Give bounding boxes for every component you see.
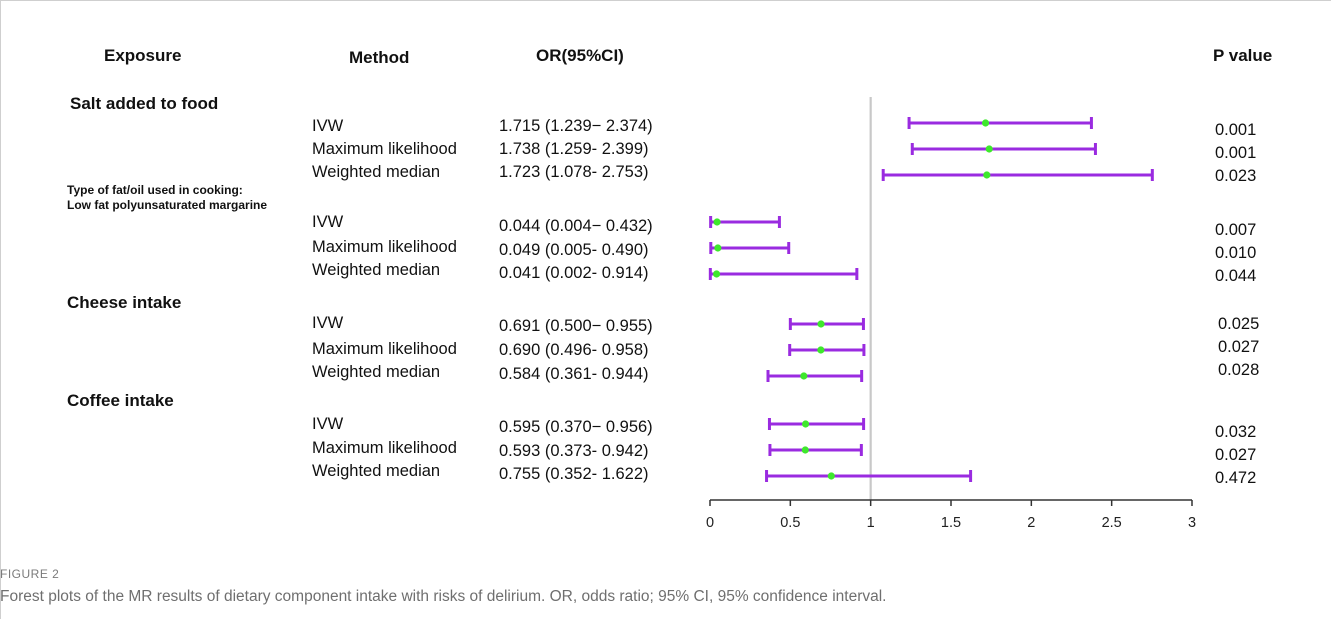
method-label: Maximum likelihood xyxy=(312,439,457,457)
header-p-value: P value xyxy=(1213,46,1273,65)
figure-label: FIGURE 2 xyxy=(0,567,60,581)
method-label: Maximum likelihood xyxy=(312,140,457,158)
or-ci-value: 0.044 (0.004− 0.432) xyxy=(499,217,653,235)
p-value: 0.025 xyxy=(1218,315,1260,333)
or-ci-value: 0.595 (0.370− 0.956) xyxy=(499,418,653,436)
method-label: Weighted median xyxy=(312,363,441,381)
or-ci-value: 1.715 (1.239− 2.374) xyxy=(499,117,653,135)
or-ci-value: 0.755 (0.352- 1.622) xyxy=(499,465,649,483)
p-value: 0.001 xyxy=(1215,144,1257,162)
point-estimate xyxy=(712,270,721,278)
point-estimate xyxy=(801,420,810,428)
or-ci-value: 0.584 (0.361- 0.944) xyxy=(499,365,649,383)
header-or-ci: OR(95%CI) xyxy=(536,46,624,65)
method-label: IVW xyxy=(312,314,344,332)
method-label: IVW xyxy=(312,213,344,231)
point-estimate xyxy=(827,472,835,480)
or-ci-value: 1.723 (1.078- 2.753) xyxy=(499,163,649,181)
x-axis-tick-label: 2.5 xyxy=(1102,515,1122,531)
point-estimate xyxy=(983,171,991,179)
p-value: 0.028 xyxy=(1218,361,1260,379)
p-value: 0.472 xyxy=(1215,469,1257,487)
method-label: Maximum likelihood xyxy=(312,340,457,358)
p-value: 0.027 xyxy=(1218,338,1260,356)
figure-frame-left xyxy=(0,0,1,619)
or-ci-value: 1.738 (1.259- 2.399) xyxy=(499,140,649,158)
point-estimate xyxy=(801,446,809,454)
point-estimate xyxy=(985,145,993,153)
group-fat-oil-label: Type of fat/oil used in cooking: xyxy=(67,183,243,197)
p-value: 0.001 xyxy=(1215,121,1257,139)
p-value: 0.027 xyxy=(1215,446,1257,464)
p-value: 0.023 xyxy=(1215,167,1257,185)
figure-caption: Forest plots of the MR results of dietar… xyxy=(0,588,887,605)
p-value: 0.032 xyxy=(1215,423,1257,441)
or-ci-value: 0.593 (0.373- 0.942) xyxy=(499,442,649,460)
point-estimate xyxy=(817,320,825,328)
or-ci-value: 0.691 (0.500− 0.955) xyxy=(499,317,653,335)
method-label: IVW xyxy=(312,415,344,433)
point-estimate xyxy=(713,218,721,226)
point-estimate xyxy=(714,244,722,252)
x-axis-tick-label: 0 xyxy=(706,515,714,531)
group-cheese-label: Cheese intake xyxy=(67,293,182,312)
or-ci-value: 0.690 (0.496- 0.958) xyxy=(499,341,649,359)
method-label: IVW xyxy=(312,117,344,135)
method-label: Weighted median xyxy=(312,163,441,181)
x-axis-tick-label: 1 xyxy=(867,515,875,531)
point-estimate xyxy=(817,346,825,354)
or-ci-value: 0.049 (0.005- 0.490) xyxy=(499,241,649,259)
x-axis-tick-label: 3 xyxy=(1188,515,1196,531)
method-label: Maximum likelihood xyxy=(312,238,457,256)
header-method: Method xyxy=(349,48,410,67)
method-label: Weighted median xyxy=(312,261,441,279)
group-fat-oil-label-line2: Low fat polyunsaturated margarine xyxy=(67,198,268,212)
p-value: 0.010 xyxy=(1215,244,1257,262)
p-value: 0.007 xyxy=(1215,221,1257,239)
p-value: 0.044 xyxy=(1215,267,1257,285)
x-axis-tick-label: 2 xyxy=(1027,515,1035,531)
point-estimate xyxy=(800,372,808,380)
or-ci-value: 0.041 (0.002- 0.914) xyxy=(499,264,649,282)
x-axis-tick-label: 0.5 xyxy=(780,515,800,531)
method-label: Weighted median xyxy=(312,462,441,480)
point-estimate xyxy=(981,119,990,127)
x-axis-tick-label: 1.5 xyxy=(941,515,961,531)
group-coffee-label: Coffee intake xyxy=(67,391,174,410)
header-exposure: Exposure xyxy=(104,46,182,65)
figure-frame-top xyxy=(0,0,1331,1)
group-salt-label: Salt added to food xyxy=(70,94,219,113)
